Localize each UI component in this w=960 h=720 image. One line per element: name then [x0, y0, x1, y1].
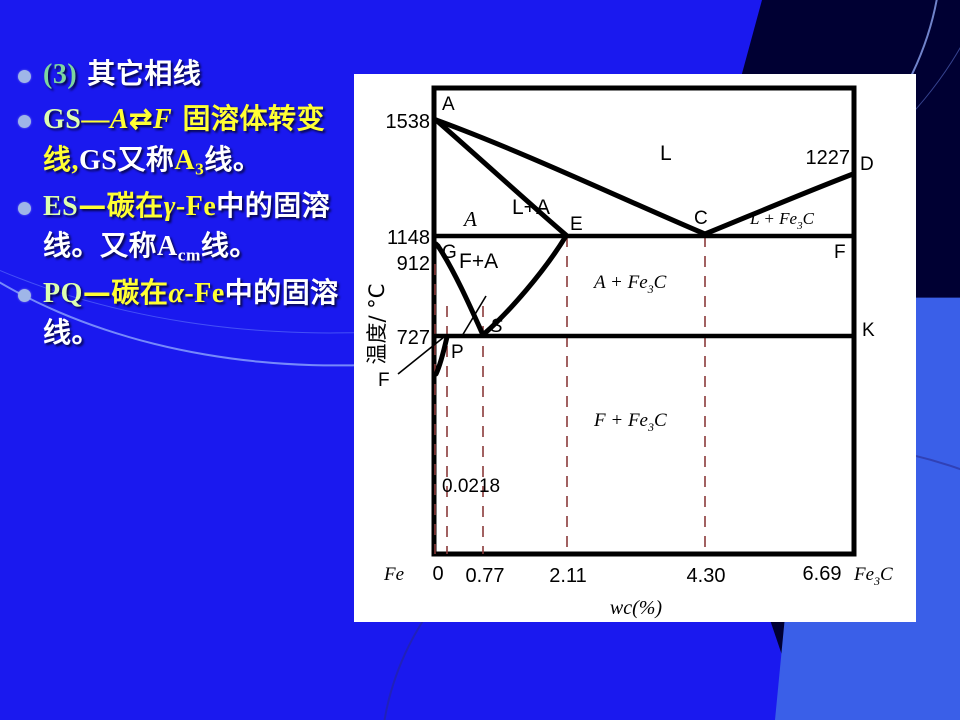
- y-tick-912: 912: [397, 253, 430, 275]
- liquidus-CD: [702, 171, 856, 237]
- bullet-3-part-4: 中的固溶线。又称: [43, 188, 331, 263]
- bullet-2-part-4: F: [153, 103, 173, 135]
- region-label-A-plus-Fe3C: A + Fe3C: [592, 272, 667, 296]
- x-tick-2-11: 2.11: [549, 565, 586, 587]
- bullet-3-part-3: -Fe: [175, 190, 217, 222]
- list-item: ES—碳在γ-Fe中的固溶线。又称Acm线。: [18, 186, 348, 269]
- y-axis-title: 温度/ °C: [365, 284, 389, 365]
- region-label-A: A: [462, 207, 477, 231]
- bullet-2-part-5: 固溶体转变线: [43, 101, 325, 176]
- point-label-F: F: [834, 242, 846, 263]
- y-tick-1148: 1148: [387, 227, 430, 249]
- bullet-3-part-2: γ: [163, 190, 176, 222]
- bullet-4-part-1: —碳在: [82, 275, 169, 309]
- list-item: (3) 其它相线: [18, 54, 348, 95]
- bullet-text-4: PQ—碳在α-Fe中的固溶线。: [43, 273, 348, 355]
- x-axis-title: wc(%): [610, 597, 663, 619]
- bullet-4-part-3: -Fe: [184, 277, 225, 309]
- point-label-G: G: [442, 242, 457, 263]
- bullet-3-part-6: cm: [177, 245, 201, 265]
- x-tick-4-30: 4.30: [687, 565, 726, 587]
- x-tick-0: 0: [432, 563, 443, 585]
- x-axis-left-endpoint-label: Fe: [383, 564, 404, 585]
- bullet-1-part-0: (3): [43, 59, 78, 90]
- A3-line-GS: [435, 243, 486, 338]
- bullet-dot-icon: [18, 288, 31, 302]
- x-axis-tick-labels: 0 0.77 2.11 4.30 6.69: [432, 563, 841, 587]
- point-label-C: C: [694, 208, 708, 229]
- bullet-text-1: (3) 其它相线: [43, 54, 201, 95]
- region-label-L-plus-Fe3C: L + Fe3C: [749, 209, 815, 232]
- point-label-E: E: [570, 214, 583, 235]
- phase-boundaries: [433, 117, 856, 377]
- bullet-2-part-1: —: [81, 103, 110, 135]
- y-tick-727: 727: [397, 327, 430, 349]
- region-labels-fe3c: L + Fe3C A + Fe3C F + Fe3C: [592, 209, 815, 434]
- bullet-2-part-0: GS: [43, 103, 82, 135]
- bullet-2-part-11: 线。: [204, 142, 262, 176]
- point-label-D: D: [860, 154, 874, 175]
- list-item: GS—A⇄F 固溶体转变线,GS又称A3线。: [18, 99, 348, 182]
- bullet-1-part-1: 其它相线: [77, 57, 202, 90]
- bullet-list: (3) 其它相线 GS—A⇄F 固溶体转变线,GS又称A3线。 ES—碳在γ-F…: [18, 54, 348, 358]
- temp-label-1227: 1227: [806, 147, 851, 169]
- bullet-2-part-10: 3: [195, 159, 205, 179]
- bullet-2-part-7: GS: [79, 144, 118, 176]
- region-label-L-plus-A: L+A: [512, 196, 550, 219]
- phase-diagram-panel: A D E C F G S P K F 1538 1148 912 727 12…: [354, 74, 916, 622]
- y-tick-1538: 1538: [386, 111, 431, 133]
- point-label-Q: F: [378, 370, 390, 391]
- point-label-A: A: [442, 94, 455, 115]
- bullet-dot-icon: [18, 114, 31, 128]
- bullet-3-part-1: —碳在: [78, 188, 164, 222]
- bullet-dot-icon: [18, 201, 31, 215]
- bullet-4-part-2: α: [168, 277, 185, 309]
- bullet-2-part-9: A: [174, 144, 196, 176]
- bullet-2-part-8: 又称: [117, 142, 175, 176]
- annotation-0-0218: 0.0218: [442, 476, 500, 497]
- region-label-F-plus-A: F+A: [459, 250, 498, 273]
- bullet-3-part-7: 线。: [200, 229, 258, 263]
- bullet-text-3: ES—碳在γ-Fe中的固溶线。又称Acm线。: [43, 186, 348, 269]
- phase-diagram-svg: A D E C F G S P K F 1538 1148 912 727 12…: [365, 85, 893, 619]
- bullet-2-part-6: ,: [71, 144, 80, 176]
- G-axis-tie: [433, 241, 441, 249]
- plot-frame: [431, 85, 857, 557]
- x-tick-0-77: 0.77: [466, 565, 505, 587]
- x-axis-right-endpoint-label: Fe3C: [853, 564, 893, 588]
- x-tick-6-69: 6.69: [803, 563, 842, 585]
- leader-line-F-label: [397, 336, 445, 375]
- point-label-P: P: [451, 342, 464, 363]
- leader-line-FA-label: [461, 295, 487, 337]
- bullet-2-part-2: A: [109, 103, 130, 135]
- point-label-S: S: [490, 316, 503, 337]
- y-axis-tick-labels: 1538 1148 912 727: [386, 111, 431, 349]
- bullet-4-part-0: PQ: [43, 277, 83, 309]
- liquidus-AC: [433, 117, 708, 237]
- bullet-4-part-4: 中的固溶线。: [43, 275, 339, 350]
- bullet-3-part-0: ES: [43, 190, 79, 222]
- point-label-K: K: [862, 320, 875, 341]
- region-label-F-plus-Fe3C: F + Fe3C: [593, 410, 667, 434]
- PQ-line: [433, 334, 450, 377]
- bullet-dot-icon: [18, 70, 31, 83]
- point-labels: A D E C F G S P K F: [378, 94, 875, 391]
- bullet-3-part-5: A: [157, 231, 178, 263]
- region-labels: L L+A A F+A: [459, 142, 672, 273]
- solidus-AE: [433, 117, 569, 238]
- list-item: PQ—碳在α-Fe中的固溶线。: [18, 273, 348, 355]
- region-label-L: L: [660, 142, 672, 165]
- bullet-2-part-3: ⇄: [129, 103, 154, 135]
- bullet-text-2: GS—A⇄F 固溶体转变线,GS又称A3线。: [43, 99, 348, 182]
- Acm-line-ES: [481, 233, 569, 337]
